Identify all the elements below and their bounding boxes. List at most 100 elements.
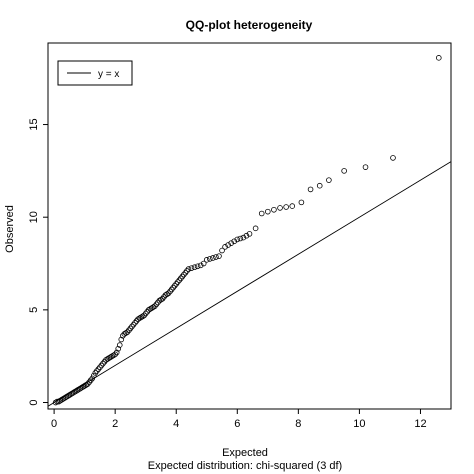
data-point-117 — [316, 182, 323, 189]
data-point-107 — [246, 231, 253, 237]
data-point-48 — [126, 327, 132, 334]
data-point-77 — [170, 284, 176, 291]
data-point-78 — [171, 282, 178, 289]
x-tick-label-12: 12 — [414, 418, 426, 430]
data-point-22 — [86, 379, 93, 385]
data-point-120 — [362, 164, 369, 170]
data-point-86 — [184, 268, 190, 274]
data-point-70 — [159, 295, 166, 302]
data-point-28 — [95, 366, 102, 372]
data-point-85 — [182, 269, 189, 276]
reference-line-y-equals-x — [47, 161, 452, 407]
y-tick-label-0: 0 — [28, 399, 40, 405]
data-point-29 — [97, 364, 103, 371]
data-point-41 — [115, 345, 122, 352]
data-point-67 — [155, 299, 161, 306]
x-tick-label-2: 2 — [112, 418, 118, 430]
data-point-81 — [176, 277, 183, 284]
data-point-87 — [185, 266, 192, 272]
data-point-44 — [119, 332, 126, 339]
y-tick-label-10: 10 — [28, 211, 40, 223]
data-point-94 — [207, 256, 213, 262]
data-point-60 — [144, 308, 151, 315]
chart-title: QQ-plot heterogeneity — [186, 18, 313, 32]
data-point-43 — [118, 336, 125, 343]
data-point-91 — [197, 262, 204, 269]
data-point-110 — [265, 208, 271, 215]
data-point-66 — [153, 301, 160, 308]
data-point-58 — [141, 312, 147, 319]
data-point-113 — [283, 204, 289, 210]
x-axis-caption: Expected distribution: chi-squared (3 df… — [148, 460, 342, 472]
y-axis: 0 5 10 15 — [28, 118, 48, 406]
legend: y = x — [57, 60, 133, 86]
data-point-93 — [203, 257, 210, 263]
data-point-97 — [216, 253, 222, 259]
data-point-49 — [127, 325, 134, 332]
data-point-105 — [240, 234, 247, 241]
data-point-114 — [289, 203, 296, 209]
data-point-65 — [152, 303, 158, 309]
data-point-115 — [298, 199, 305, 206]
data-point-108 — [252, 225, 259, 232]
data-point-106 — [243, 232, 250, 239]
data-point-50 — [129, 323, 135, 330]
x-tick-label-0: 0 — [51, 418, 57, 430]
data-point-53 — [133, 318, 140, 324]
x-axis: 0 2 4 6 8 10 12 — [51, 409, 427, 430]
data-point-100 — [225, 242, 231, 248]
data-point-26 — [92, 370, 99, 376]
data-point-32 — [101, 358, 108, 365]
data-point-42 — [116, 342, 123, 348]
data-point-102 — [231, 238, 238, 245]
data-point-84 — [181, 271, 187, 278]
x-axis-label: Expected — [222, 447, 268, 459]
data-point-96 — [213, 254, 219, 260]
y-axis-label: Observed — [4, 205, 16, 253]
data-point-21 — [84, 381, 91, 387]
data-point-95 — [210, 255, 216, 261]
data-point-99 — [222, 244, 228, 250]
data-point-51 — [130, 321, 137, 328]
data-point-31 — [100, 360, 106, 367]
data-point-111 — [271, 206, 277, 213]
data-point-89 — [191, 264, 198, 271]
data-point-121 — [390, 155, 396, 161]
data-point-112 — [277, 205, 283, 211]
data-point-23 — [87, 377, 94, 384]
data-point-90 — [194, 263, 201, 270]
data-point-75 — [167, 288, 173, 295]
data-point-25 — [90, 372, 97, 379]
data-point-52 — [132, 320, 138, 326]
x-tick-label-10: 10 — [353, 418, 365, 430]
data-point-122 — [435, 55, 442, 61]
data-point-116 — [307, 186, 314, 193]
y-tick-label-5: 5 — [28, 307, 40, 313]
data-point-92 — [200, 260, 207, 267]
data-point-74 — [165, 290, 172, 296]
data-point-27 — [94, 368, 100, 374]
data-point-30 — [98, 362, 105, 369]
data-points — [52, 55, 442, 406]
data-point-76 — [168, 286, 175, 293]
data-point-103 — [234, 236, 241, 243]
data-point-80 — [174, 279, 181, 285]
legend-label: y = x — [98, 69, 119, 80]
data-point-59 — [142, 310, 149, 317]
data-point-98 — [219, 247, 225, 254]
x-tick-label-6: 6 — [234, 418, 240, 430]
data-point-47 — [124, 329, 131, 335]
plot-frame — [47, 42, 452, 410]
data-point-118 — [326, 177, 332, 183]
data-point-119 — [341, 168, 347, 174]
data-point-88 — [188, 265, 195, 271]
data-point-104 — [237, 235, 244, 242]
data-point-82 — [178, 275, 184, 282]
data-point-109 — [258, 210, 265, 217]
data-point-39 — [112, 351, 118, 358]
y-tick-label-15: 15 — [28, 118, 40, 130]
data-point-40 — [113, 349, 120, 356]
data-point-101 — [228, 240, 234, 246]
data-point-1 — [54, 398, 60, 405]
